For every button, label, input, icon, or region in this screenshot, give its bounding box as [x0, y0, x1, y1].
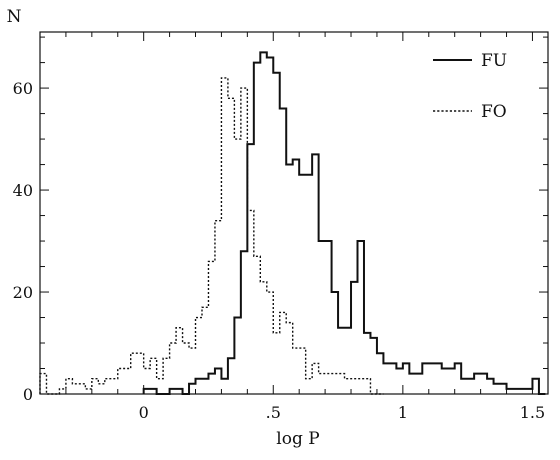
y-tick-label: 20	[13, 283, 33, 302]
x-tick-label: 1	[398, 403, 408, 422]
x-tick-label: 1.5	[520, 403, 545, 422]
y-tick-label: 60	[13, 79, 33, 98]
legend-label-fo: FO	[481, 102, 507, 122]
tick-labels: 0 .5 1 1.5 0 20 40 60	[13, 79, 546, 422]
y-axis-label: N	[7, 7, 22, 27]
y-tick-label: 40	[13, 181, 33, 200]
series-layer	[39, 51, 546, 395]
legend: FU FO	[433, 51, 507, 122]
series-fu-line	[142, 51, 546, 395]
x-tick-label: 0	[139, 403, 149, 422]
series-fo-line	[39, 77, 384, 395]
plot-frame	[39, 31, 549, 395]
legend-label-fu: FU	[481, 51, 507, 71]
axis-ticks	[39, 32, 548, 395]
y-tick-label: 0	[23, 385, 33, 404]
x-tick-label: .5	[266, 403, 281, 422]
plot-border	[39, 31, 549, 395]
x-axis-label: log P	[276, 429, 319, 449]
